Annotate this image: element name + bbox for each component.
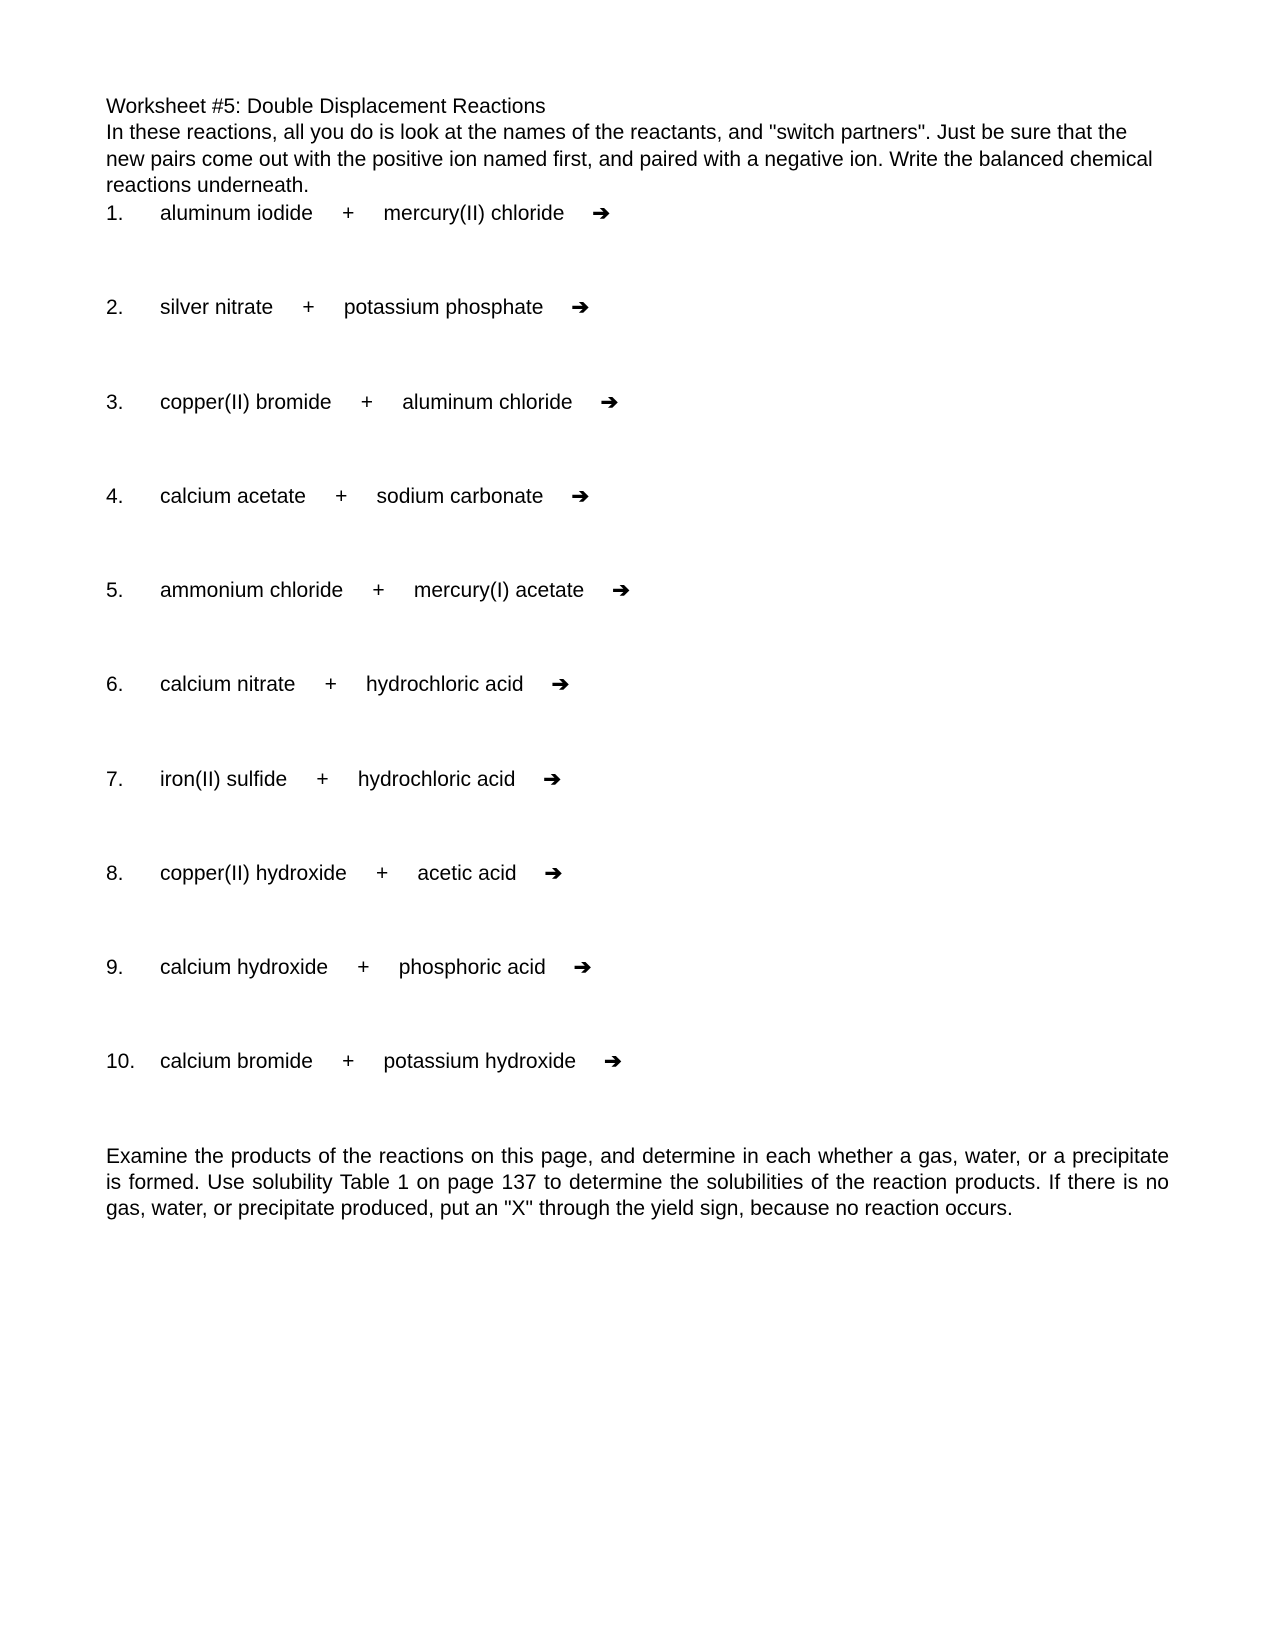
problem-number: 2.	[106, 295, 160, 321]
reactant-a: iron(II) sulfide	[160, 767, 287, 793]
reactant-a: calcium hydroxide	[160, 955, 328, 981]
reactant-b: sodium carbonate	[377, 484, 544, 510]
footer-paragraph: Examine the products of the reactions on…	[106, 1144, 1169, 1223]
plus-sign: +	[328, 955, 399, 981]
yield-arrow-icon: ➔	[576, 1049, 622, 1075]
reactant-a: ammonium chloride	[160, 578, 343, 604]
plus-sign: +	[347, 861, 418, 887]
problem-row: 6. calcium nitrate + hydrochloric acid ➔	[106, 672, 1169, 698]
problem-number: 5.	[106, 578, 160, 604]
problem-number: 3.	[106, 390, 160, 416]
plus-sign: +	[332, 390, 403, 416]
yield-arrow-icon: ➔	[515, 767, 561, 793]
problem-number: 1.	[106, 201, 160, 227]
problem-row: 9. calcium hydroxide + phosphoric acid ➔	[106, 955, 1169, 981]
reactant-a: calcium bromide	[160, 1049, 313, 1075]
problem-row: 10. calcium bromide + potassium hydroxid…	[106, 1049, 1169, 1075]
yield-arrow-icon: ➔	[543, 484, 589, 510]
yield-arrow-icon: ➔	[517, 861, 563, 887]
problem-number: 7.	[106, 767, 160, 793]
plus-sign: +	[343, 578, 414, 604]
reactant-a: copper(II) bromide	[160, 390, 332, 416]
problem-number: 10.	[106, 1049, 160, 1075]
reactant-b: hydrochloric acid	[366, 672, 524, 698]
reactant-a: calcium acetate	[160, 484, 306, 510]
reactant-a: calcium nitrate	[160, 672, 295, 698]
reactant-b: phosphoric acid	[399, 955, 546, 981]
reactant-b: aluminum chloride	[402, 390, 572, 416]
problem-number: 9.	[106, 955, 160, 981]
reactant-b: potassium phosphate	[344, 295, 544, 321]
problem-row: 2. silver nitrate + potassium phosphate …	[106, 295, 1169, 321]
reactant-b: potassium hydroxide	[384, 1049, 577, 1075]
reactant-b: hydrochloric acid	[358, 767, 516, 793]
plus-sign: +	[295, 672, 366, 698]
problem-row: 4. calcium acetate + sodium carbonate ➔	[106, 484, 1169, 510]
reactant-b: mercury(I) acetate	[414, 578, 584, 604]
worksheet-title: Worksheet #5: Double Displacement Reacti…	[106, 94, 1169, 120]
problem-row: 8. copper(II) hydroxide + acetic acid ➔	[106, 861, 1169, 887]
worksheet-page: Worksheet #5: Double Displacement Reacti…	[0, 0, 1275, 1651]
plus-sign: +	[306, 484, 377, 510]
reactant-a: copper(II) hydroxide	[160, 861, 347, 887]
problem-row: 3. copper(II) bromide + aluminum chlorid…	[106, 390, 1169, 416]
problem-row: 5. ammonium chloride + mercury(I) acetat…	[106, 578, 1169, 604]
yield-arrow-icon: ➔	[543, 295, 589, 321]
reactant-b: acetic acid	[417, 861, 516, 887]
problem-number: 6.	[106, 672, 160, 698]
reactant-a: aluminum iodide	[160, 201, 313, 227]
reactant-a: silver nitrate	[160, 295, 273, 321]
problem-number: 8.	[106, 861, 160, 887]
yield-arrow-icon: ➔	[546, 955, 592, 981]
problems-list: 1. aluminum iodide + mercury(II) chlorid…	[106, 201, 1169, 1076]
yield-arrow-icon: ➔	[584, 578, 630, 604]
intro-paragraph: In these reactions, all you do is look a…	[106, 120, 1169, 199]
plus-sign: +	[313, 1049, 384, 1075]
problem-row: 7. iron(II) sulfide + hydrochloric acid …	[106, 767, 1169, 793]
problem-number: 4.	[106, 484, 160, 510]
reactant-b: mercury(II) chloride	[384, 201, 565, 227]
plus-sign: +	[273, 295, 344, 321]
yield-arrow-icon: ➔	[564, 201, 610, 227]
problem-row: 1. aluminum iodide + mercury(II) chlorid…	[106, 201, 1169, 227]
plus-sign: +	[313, 201, 384, 227]
yield-arrow-icon: ➔	[573, 390, 619, 416]
plus-sign: +	[287, 767, 358, 793]
yield-arrow-icon: ➔	[524, 672, 570, 698]
